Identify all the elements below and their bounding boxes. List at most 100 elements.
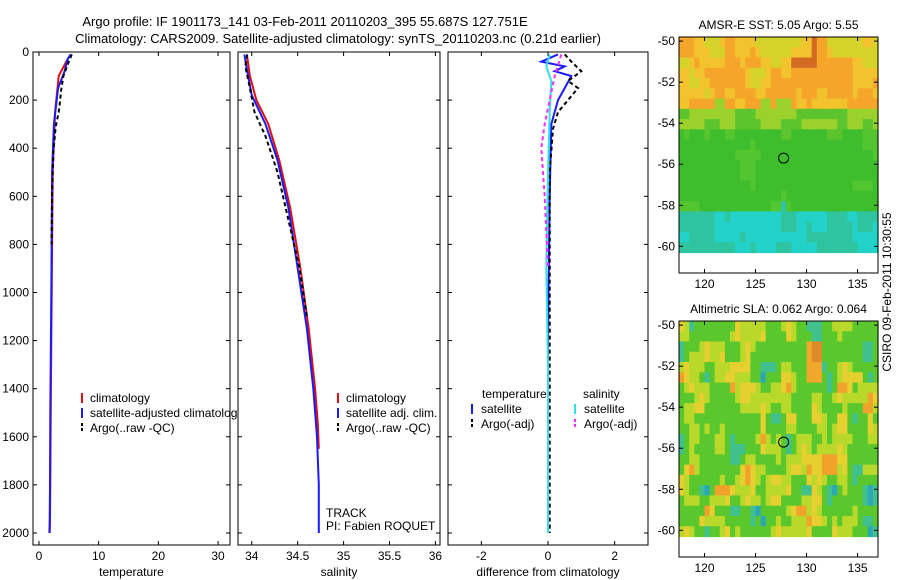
depth-tick-label: 1200 xyxy=(2,334,29,348)
amsr-cell xyxy=(719,98,726,110)
sla-cell xyxy=(760,505,767,517)
sla-cell xyxy=(837,474,843,486)
amsr-cell xyxy=(827,190,833,202)
sla-cell xyxy=(852,485,859,497)
amsr-cell xyxy=(867,149,874,161)
amsr-cell xyxy=(689,139,695,151)
amsr-cell xyxy=(755,139,762,151)
sla-cell xyxy=(796,341,803,353)
sla-cell xyxy=(821,505,828,517)
amsr-cell xyxy=(724,190,731,202)
sla-cell xyxy=(816,454,823,466)
amsr-cell xyxy=(872,98,879,110)
amsr-cell xyxy=(775,108,782,120)
amsr-cell xyxy=(781,180,787,192)
salinity-xtick-label: 34 xyxy=(245,549,259,563)
sla-cell xyxy=(852,372,859,384)
amsr-cell xyxy=(837,88,843,100)
amsr-cell xyxy=(786,211,792,223)
sla-cell xyxy=(719,464,726,476)
sla-cell xyxy=(842,423,848,435)
amsr-cell xyxy=(775,78,782,89)
sla-cell xyxy=(679,321,685,332)
sla-cell xyxy=(811,505,818,517)
sla-cell xyxy=(862,392,869,404)
amsr-cell xyxy=(730,170,736,182)
amsr-cell xyxy=(770,139,777,151)
amsr-cell xyxy=(689,242,695,254)
amsr-cell xyxy=(694,170,700,182)
amsr-cell xyxy=(796,57,803,69)
sla-cell xyxy=(806,505,813,517)
timestamp-stamp: CSIRO 09-Feb-2011 10:30:55 xyxy=(880,212,894,372)
amsr-map-frame xyxy=(678,36,879,274)
amsr-cell xyxy=(775,190,782,202)
amsr-cell xyxy=(745,47,751,59)
sla-lon-tick-label: 135 xyxy=(848,561,868,575)
amsr-cell xyxy=(724,180,731,192)
sla-cell xyxy=(755,362,762,373)
amsr-cell xyxy=(852,170,859,182)
amsr-cell xyxy=(699,67,706,79)
sla-cell xyxy=(832,351,838,363)
sla-cell xyxy=(842,331,848,343)
sla-cell xyxy=(816,474,823,486)
amsr-cell xyxy=(735,190,741,202)
amsr-cell xyxy=(862,98,869,110)
amsr-cell xyxy=(811,149,818,161)
amsr-cell xyxy=(842,67,848,79)
sla-cell xyxy=(775,372,782,384)
sla-lat-tick-label: -52 xyxy=(658,359,676,373)
amsr-cell xyxy=(770,160,777,171)
sla-cell xyxy=(852,321,859,332)
sla-cell xyxy=(730,321,736,332)
amsr-cell xyxy=(832,170,838,182)
amsr-cell xyxy=(704,221,711,233)
sla-cell xyxy=(837,454,843,466)
amsr-cell xyxy=(811,139,818,151)
amsr-cell xyxy=(867,211,874,223)
amsr-cell xyxy=(872,57,879,69)
sla-cell xyxy=(781,362,787,373)
amsr-cell xyxy=(821,160,828,171)
sla-cell xyxy=(775,321,782,332)
sla-cell xyxy=(724,392,731,404)
amsr-cell xyxy=(827,242,833,254)
difference-xtick-label: 2 xyxy=(611,549,618,563)
amsr-cell xyxy=(694,190,700,202)
sla-cell xyxy=(832,372,838,384)
sla-cell xyxy=(781,444,787,455)
sla-cell xyxy=(862,341,869,353)
sla-cell xyxy=(689,372,695,384)
sla-cell xyxy=(842,382,848,394)
sla-cell xyxy=(791,413,797,425)
amsr-cell xyxy=(852,37,859,48)
amsr-cell xyxy=(730,232,736,243)
sla-cell xyxy=(811,464,818,476)
sla-cell xyxy=(709,382,716,394)
amsr-cell xyxy=(867,221,874,233)
amsr-cell xyxy=(684,98,690,110)
sla-cell xyxy=(694,413,700,425)
amsr-cell xyxy=(781,201,787,213)
sla-cell xyxy=(770,464,777,476)
amsr-cell xyxy=(679,170,685,182)
amsr-cell xyxy=(781,190,787,202)
sla-cell xyxy=(857,474,864,486)
amsr-cell xyxy=(724,170,731,182)
sla-cell xyxy=(827,392,833,404)
amsr-cell xyxy=(760,160,767,171)
sla-cell xyxy=(842,321,848,332)
sla-cell xyxy=(760,526,767,538)
sla-cell xyxy=(806,444,813,455)
amsr-cell xyxy=(832,190,838,202)
amsr-cell xyxy=(704,190,711,202)
sla-cell xyxy=(694,485,700,497)
amsr-cell xyxy=(765,37,772,48)
depth-tick-label: 600 xyxy=(9,189,29,203)
sla-cell xyxy=(837,341,843,353)
sla-cell xyxy=(750,423,757,435)
sla-cell xyxy=(679,392,685,404)
sla-cell xyxy=(679,382,685,394)
amsr-cell xyxy=(745,170,751,182)
